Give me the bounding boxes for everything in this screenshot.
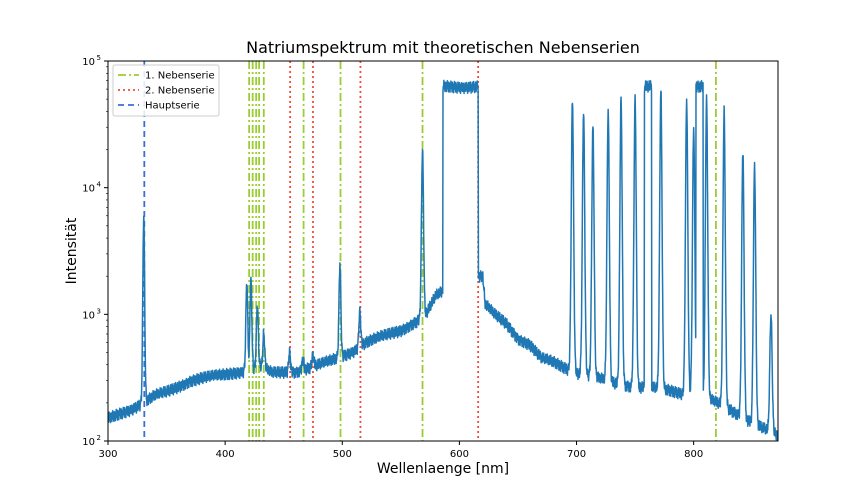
series-marker-lines (143, 61, 717, 441)
y-tick-label-2: 10 (82, 184, 95, 195)
x-tick-label-0: 300 (98, 449, 117, 460)
spectrum-line (108, 79, 778, 441)
plot-area (108, 61, 778, 441)
y-tick-label-3: 10 (82, 57, 95, 68)
x-tick-label-2: 500 (333, 449, 352, 460)
x-axis-label: Wellenlaenge [nm] (377, 461, 509, 477)
y-tick-label-0: 10 (82, 437, 95, 448)
y-axis-label: Intensität (64, 217, 80, 284)
y-tick-exponent-1: 3 (97, 307, 101, 315)
legend-box (112, 64, 220, 117)
y-tick-exponent-0: 2 (97, 434, 101, 442)
plot-frame (107, 60, 779, 442)
legend-label-0: 1. Nebenserie (145, 71, 215, 82)
x-tick-label-5: 800 (684, 449, 703, 460)
legend: 1. Nebenserie 2. Nebenserie Hauptserie (112, 64, 220, 117)
y-tick-label-1: 10 (82, 310, 95, 321)
x-tick-label-3: 600 (450, 449, 469, 460)
y-tick-exponent-2: 4 (97, 181, 102, 189)
x-axis-ticks: 300 400 500 600 700 800 (98, 441, 703, 460)
chart-title: Natriumspektrum mit theoretischen Nebens… (246, 38, 640, 57)
x-tick-label-4: 700 (567, 449, 586, 460)
legend-label-1: 2. Nebenserie (145, 86, 215, 97)
x-tick-label-1: 400 (216, 449, 235, 460)
legend-label-2: Hauptserie (145, 101, 200, 112)
y-tick-exponent-3: 5 (97, 54, 101, 62)
